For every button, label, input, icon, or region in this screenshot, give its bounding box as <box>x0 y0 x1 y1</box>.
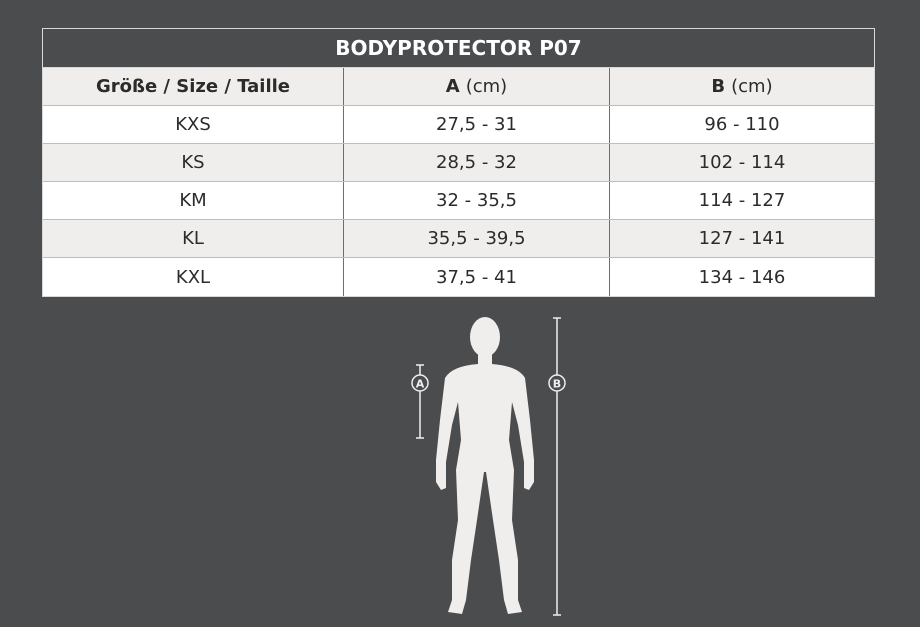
measure-a <box>411 364 429 439</box>
header-b-unit: (cm) <box>731 76 773 97</box>
cell-b: 127 - 141 <box>698 228 786 249</box>
cell-a: 35,5 - 39,5 <box>344 220 610 257</box>
table-header: Größe / Size / Taille A (cm) B (cm) <box>43 68 874 106</box>
cell-a: 28,5 - 32 <box>344 144 610 181</box>
header-size-label: Größe / Size / Taille <box>95 76 291 97</box>
measure-b <box>548 317 566 616</box>
header-b-label: B <box>711 76 726 97</box>
cell-size: KXL <box>43 258 344 296</box>
cell-size: KS <box>43 144 344 181</box>
cell-b: 96 - 110 <box>704 114 780 135</box>
body-silhouette <box>436 317 534 614</box>
table-row: KM 32 - 35,5 114 - 127 <box>43 182 874 220</box>
cell-b: 114 - 127 <box>698 190 786 211</box>
marker-b-label: B <box>553 378 561 391</box>
size-table: BODYPROTECTOR P07 Größe / Size / Taille … <box>42 28 875 297</box>
cell-size: KXS <box>43 106 344 143</box>
table-row: KL 35,5 - 39,5 127 - 141 <box>43 220 874 258</box>
cell-size: KM <box>43 182 344 219</box>
cell-size: KL <box>43 220 344 257</box>
table-row: KXL 37,5 - 41 134 - 146 <box>43 258 874 296</box>
cell-b: 134 - 146 <box>698 266 786 288</box>
header-b: B (cm) <box>610 68 874 105</box>
header-a-unit: (cm) <box>465 76 508 97</box>
cell-a: 37,5 - 41 <box>344 258 610 296</box>
header-a: A (cm) <box>344 68 610 105</box>
header-size: Größe / Size / Taille <box>43 68 344 105</box>
table-row: KXS 27,5 - 31 96 - 110 <box>43 106 874 144</box>
cell-a: 32 - 35,5 <box>344 182 610 219</box>
marker-a-label: A <box>416 378 425 391</box>
header-a-label: A <box>445 76 460 97</box>
cell-b: 102 - 114 <box>698 152 786 173</box>
table-row: KS 28,5 - 32 102 - 114 <box>43 144 874 182</box>
cell-a: 27,5 - 31 <box>344 106 610 143</box>
table-title: BODYPROTECTOR P07 <box>43 29 874 68</box>
